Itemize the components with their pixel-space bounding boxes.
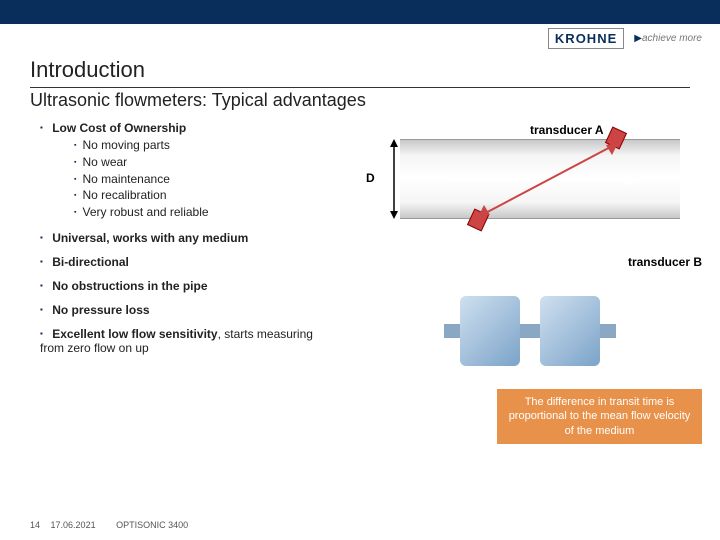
sub-bullet: No maintenance <box>74 171 340 188</box>
brand-tagline: ▶achieve more <box>634 33 702 44</box>
product-image <box>440 286 620 376</box>
bullet-low-flow: Excellent low flow sensitivity, starts m… <box>30 327 340 355</box>
bullets-column: Low Cost of Ownership No moving parts No… <box>30 121 340 365</box>
sub-bullet: No moving parts <box>74 137 340 154</box>
pipe-diagram: D transducer A <box>360 121 680 241</box>
sub-bullet: No recalibration <box>74 187 340 204</box>
bullet-no-pressure-loss: No pressure loss <box>30 303 340 317</box>
callout-box: The difference in transit time is propor… <box>497 389 702 444</box>
top-brand-bar <box>0 0 720 24</box>
page-subtitle: Ultrasonic flowmeters: Typical advantage… <box>0 88 720 121</box>
sub-list-low-cost: No moving parts No wear No maintenance N… <box>40 137 340 221</box>
transducer-b-label: transducer B <box>628 255 702 269</box>
brand-logo: KROHNE <box>548 28 624 49</box>
flowmeter-icon <box>460 296 520 366</box>
flowmeter-icon <box>540 296 600 366</box>
sub-bullet: No wear <box>74 154 340 171</box>
footer: 14 17.06.2021 OPTISONIC 3400 <box>30 520 188 530</box>
sub-bullet: Very robust and reliable <box>74 204 340 221</box>
footer-date: 17.06.2021 <box>51 520 96 530</box>
bullet-bidirectional: Bi-directional <box>30 255 340 269</box>
diameter-arrow-icon <box>388 139 400 219</box>
diagram-column: D transducer A transducer B The differen… <box>340 121 702 365</box>
page-title: Introduction <box>30 57 720 83</box>
bullet-no-obstruction: No obstructions in the pipe <box>30 279 340 293</box>
transducer-a-label: transducer A <box>530 123 604 137</box>
bullet-universal: Universal, works with any medium <box>30 231 340 245</box>
footer-product: OPTISONIC 3400 <box>116 520 188 530</box>
acoustic-beam-icon <box>478 143 618 217</box>
bullet-low-cost: Low Cost of Ownership No moving parts No… <box>30 121 340 221</box>
page-number: 14 <box>30 520 40 530</box>
diameter-label: D <box>366 171 375 185</box>
header-row: KROHNE ▶achieve more <box>0 24 720 51</box>
